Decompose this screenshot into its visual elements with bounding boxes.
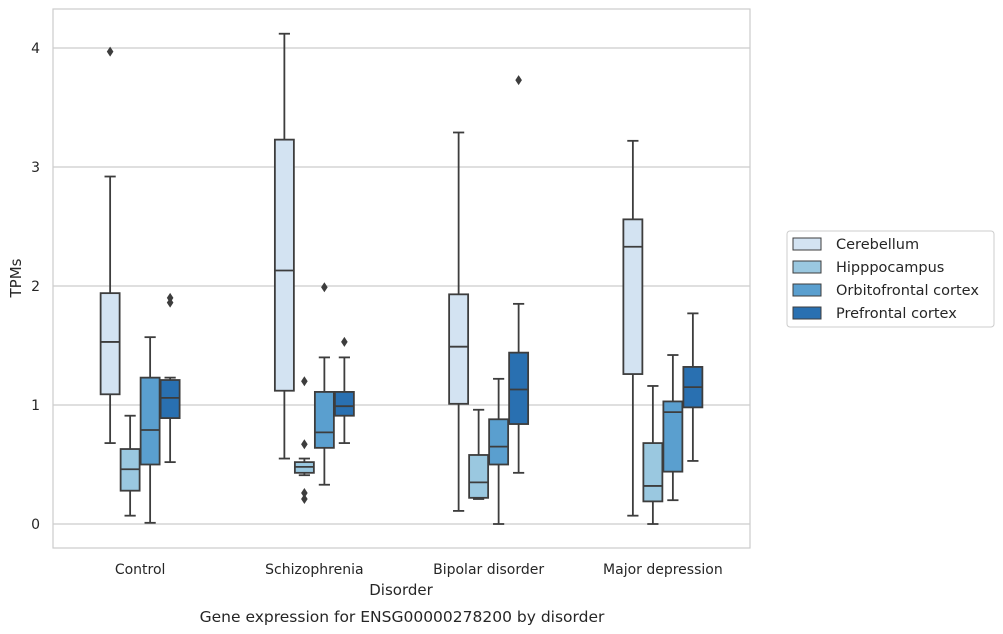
box-0-0	[99, 46, 121, 444]
outlier-point	[301, 376, 308, 387]
x-axis-label: Disorder	[369, 581, 433, 599]
box-2-1	[313, 282, 335, 486]
x-axis-ticks: Control Schizophrenia Bipolar disorder Majo…	[115, 562, 723, 578]
outlier-point	[341, 336, 348, 347]
y-tick-label: 2	[31, 279, 40, 295]
y-tick-label: 4	[31, 41, 40, 57]
box-body	[468, 454, 490, 499]
legend-swatch	[792, 260, 822, 274]
box-0-1	[273, 32, 295, 460]
legend-swatch	[792, 283, 822, 297]
box-1-0	[119, 414, 141, 517]
y-axis-ticks: 0 1 2 3 4	[31, 41, 40, 533]
outlier-point	[515, 75, 522, 86]
legend-label: Prefrontal cortex	[836, 306, 957, 322]
box-body	[508, 351, 530, 425]
box-body	[333, 391, 355, 417]
y-tick-label: 3	[31, 160, 40, 176]
chart-caption: Gene expression for ENSG00000278200 by d…	[200, 608, 605, 626]
box-1-2	[468, 408, 490, 500]
outlier-point	[301, 494, 308, 505]
plot-frame	[52, 8, 751, 549]
legend-items: Cerebellum Hipppocampus Orbitofrontal cort…	[792, 237, 979, 322]
box-3-0	[159, 292, 181, 464]
box-1-1	[293, 376, 315, 505]
box-0-2	[448, 131, 470, 512]
outlier-point	[301, 439, 308, 450]
box-3-1	[333, 336, 355, 444]
legend-label: Hipppocampus	[836, 260, 944, 276]
box-body	[159, 379, 181, 419]
outlier-point	[106, 46, 114, 57]
y-tick-label: 0	[31, 517, 40, 533]
box-3-2	[508, 75, 530, 474]
x-tick-label: Schizophrenia	[265, 562, 363, 578]
box-body	[313, 391, 335, 449]
box-body	[139, 376, 161, 466]
box-body	[622, 218, 644, 375]
box-2-0	[139, 336, 161, 524]
legend-frame	[786, 230, 995, 328]
legend: Cerebellum Hipppocampus Orbitofrontal cort…	[786, 230, 995, 328]
outlier-point	[321, 282, 328, 293]
legend-swatch	[792, 237, 822, 251]
box-1-3	[642, 385, 664, 525]
legend-label: Orbitofrontal cortex	[836, 283, 979, 299]
legend-label: Cerebellum	[836, 237, 919, 253]
box-0-3	[622, 139, 644, 517]
y-tick-label: 1	[31, 398, 40, 414]
outlier-point	[301, 488, 308, 499]
box-body	[99, 292, 121, 396]
box-body	[488, 418, 510, 466]
box-body	[642, 442, 664, 503]
box-body	[448, 293, 470, 405]
outlier-point	[166, 292, 174, 303]
box-plots	[99, 32, 704, 525]
x-tick-label: Control	[115, 562, 166, 578]
y-axis-label: TPMs	[7, 258, 25, 298]
legend-swatch	[792, 306, 822, 320]
x-tick-label: Major depression	[603, 562, 723, 578]
box-body	[662, 400, 684, 473]
box-2-2	[488, 377, 510, 525]
x-tick-label: Bipolar disorder	[433, 562, 544, 578]
box-body	[273, 138, 295, 392]
box-2-3	[662, 354, 684, 502]
box-3-3	[682, 312, 704, 462]
